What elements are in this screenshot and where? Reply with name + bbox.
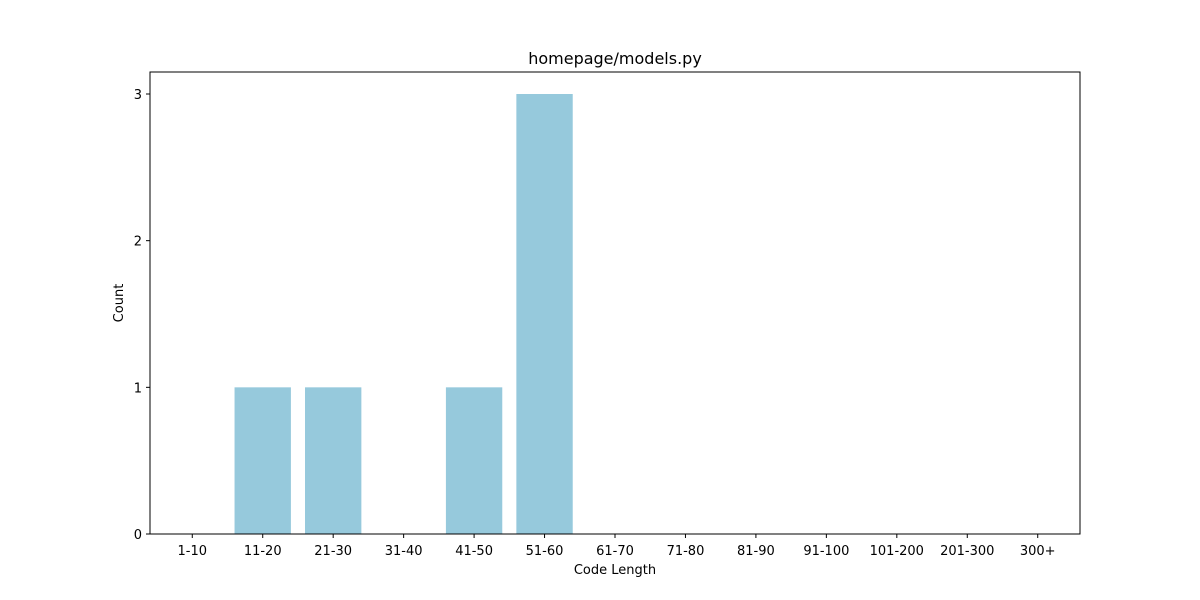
y-tick-label: 0 xyxy=(134,528,142,543)
x-tick-label: 101-200 xyxy=(870,544,924,559)
x-axis-label: Code Length xyxy=(574,563,656,578)
x-tick-label: 61-70 xyxy=(596,544,634,559)
y-tick-label: 1 xyxy=(134,381,142,396)
y-axis-label: Count xyxy=(112,284,127,323)
x-tick-label: 11-20 xyxy=(244,544,282,559)
x-tick-label: 41-50 xyxy=(455,544,493,559)
bars-layer xyxy=(234,94,573,534)
y-tick-label: 2 xyxy=(134,235,142,250)
y-axis-ticks: 0 1 2 3 xyxy=(134,88,150,543)
x-tick-label: 51-60 xyxy=(526,544,564,559)
bar-21-30 xyxy=(305,387,362,534)
bar-11-20 xyxy=(234,387,291,534)
bar-41-50 xyxy=(445,387,503,534)
chart-title: homepage/models.py xyxy=(528,49,702,68)
x-tick-label: 1-10 xyxy=(178,544,208,559)
x-tick-label: 71-80 xyxy=(667,544,705,559)
x-tick-label: 201-300 xyxy=(940,544,994,559)
x-tick-label: 91-100 xyxy=(803,544,849,559)
y-tick-label: 3 xyxy=(134,88,142,103)
x-tick-label: 300+ xyxy=(1020,544,1056,559)
plot-area-frame xyxy=(149,71,1081,535)
x-tick-label: 81-90 xyxy=(737,544,775,559)
bar-51-60 xyxy=(516,94,573,534)
x-tick-label: 21-30 xyxy=(314,544,352,559)
x-tick-label: 31-40 xyxy=(385,544,423,559)
x-axis-ticks: 1-10 11-20 21-30 31-40 41-50 51-60 61-70 71-80 8… xyxy=(178,534,1056,559)
